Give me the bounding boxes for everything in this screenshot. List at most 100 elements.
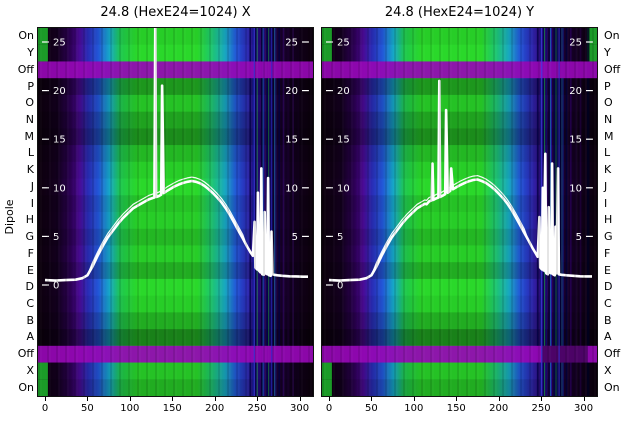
noise-stripe bbox=[569, 28, 572, 396]
y-tick-label: 20 bbox=[285, 86, 298, 97]
corner-green-sliver bbox=[587, 44, 597, 62]
row-shade bbox=[38, 111, 313, 129]
signal-curve-secondary bbox=[328, 175, 592, 282]
row-shade bbox=[322, 195, 597, 212]
off-band bbox=[38, 345, 313, 363]
y-tick-label: 5 bbox=[576, 232, 582, 243]
x-tick-mark bbox=[371, 397, 373, 401]
row-shade bbox=[322, 245, 597, 263]
row-shade bbox=[38, 262, 313, 279]
x-tick-mark bbox=[129, 397, 131, 401]
x-tick-mark bbox=[45, 397, 46, 401]
panel-title-x: 24.8 (HexE24=1024) X bbox=[100, 5, 251, 20]
y-tick-label: 15 bbox=[285, 135, 298, 146]
dipole-label-right: A bbox=[604, 330, 612, 344]
dipole-label-left: H bbox=[25, 213, 34, 227]
x-tick-label: 0 bbox=[325, 403, 333, 414]
x-tick-label: 250 bbox=[531, 403, 551, 414]
dipole-label-right: H bbox=[604, 213, 613, 227]
y-tick-label: 10 bbox=[569, 183, 582, 194]
dipole-label-left: D bbox=[25, 280, 34, 294]
noise-stripe bbox=[559, 28, 562, 396]
corner-green-sliver bbox=[322, 362, 332, 380]
full-height-stripe bbox=[271, 28, 273, 396]
y-tick-label: 25 bbox=[285, 38, 298, 49]
row-shade bbox=[38, 245, 313, 263]
row-shade bbox=[38, 329, 313, 346]
noise-stripe bbox=[269, 28, 271, 396]
corner-green-sliver bbox=[322, 44, 332, 62]
x-tick-mark bbox=[214, 397, 216, 401]
row-shade bbox=[322, 94, 597, 112]
dipole-label-right: O bbox=[604, 96, 613, 110]
dipole-label-right: D bbox=[604, 280, 613, 294]
dipole-label-right: Y bbox=[604, 46, 611, 60]
noise-stripe bbox=[271, 28, 274, 396]
heatmap-panel-y: 25 20 15 10 5 0 25 20 15 10 5 bbox=[321, 27, 598, 397]
dipole-label-right: On bbox=[604, 29, 620, 43]
dipole-label-right: F bbox=[604, 246, 611, 260]
noise-stripe bbox=[579, 28, 582, 396]
dipole-label-left: J bbox=[30, 179, 34, 193]
y-tick-label: 20 bbox=[337, 86, 350, 97]
row-shade bbox=[38, 362, 313, 380]
dipole-label-right: P bbox=[604, 79, 611, 93]
noise-stripe bbox=[254, 28, 258, 396]
off-band bbox=[322, 61, 597, 79]
signal-curve bbox=[328, 79, 592, 282]
corner-green-sliver bbox=[322, 28, 332, 45]
dipole-label-right: J bbox=[604, 179, 608, 193]
noise-stripe bbox=[252, 28, 254, 396]
x-tick-mark bbox=[456, 397, 458, 401]
heatmap-svg: 25 20 15 10 5 0 25 20 15 10 5 bbox=[37, 27, 314, 397]
row-shade bbox=[38, 161, 313, 179]
dipole-label-left: K bbox=[26, 163, 34, 177]
dipole-label-left: I bbox=[30, 196, 34, 210]
x-tick-mark bbox=[541, 397, 543, 401]
row-shade bbox=[38, 195, 313, 212]
y-tick-label: 0 bbox=[53, 281, 59, 292]
x-tick-mark bbox=[172, 397, 174, 401]
row-shade bbox=[322, 295, 597, 313]
dipole-label-right: L bbox=[604, 146, 611, 160]
dipole-label-left: F bbox=[27, 246, 34, 260]
dipole-label-left: A bbox=[26, 330, 34, 344]
corner-green-sliver bbox=[38, 44, 48, 62]
row-shade bbox=[322, 362, 597, 380]
noise-stripe bbox=[574, 28, 577, 396]
x-tick-label: 150 bbox=[446, 403, 466, 414]
dipole-label-left: E bbox=[27, 263, 34, 277]
row-shade bbox=[38, 379, 313, 396]
x-tick-mark bbox=[329, 397, 330, 401]
x-tick-label: 250 bbox=[247, 403, 267, 414]
row-shade bbox=[322, 312, 597, 330]
full-height-stripe bbox=[253, 28, 255, 396]
row-shade bbox=[322, 28, 597, 45]
signal-curve-secondary bbox=[44, 176, 308, 282]
x-tick-label: 300 bbox=[573, 403, 594, 414]
row-shade bbox=[322, 78, 597, 95]
heatmap-svg: 25 20 15 10 5 0 25 20 15 10 5 bbox=[321, 27, 598, 397]
y-tick-label: 15 bbox=[53, 135, 66, 146]
dipole-label-right: Off bbox=[604, 347, 621, 361]
heatmap-panel-x: 25 20 15 10 5 0 25 20 15 10 5 bbox=[37, 27, 314, 397]
dipole-label-right: B bbox=[604, 313, 612, 327]
row-shade bbox=[38, 94, 313, 112]
off-band bbox=[322, 345, 597, 363]
row-shade bbox=[38, 128, 313, 146]
x-tick-label: 150 bbox=[162, 403, 182, 414]
x-tick-mark bbox=[299, 397, 301, 401]
dipole-label-right: M bbox=[604, 129, 614, 143]
y-tick-label: 5 bbox=[337, 232, 343, 243]
row-shade bbox=[38, 145, 313, 162]
noise-stripe bbox=[262, 28, 264, 396]
off-band bbox=[38, 61, 313, 79]
noise-stripe bbox=[287, 28, 290, 396]
dipole-label-left: O bbox=[25, 96, 34, 110]
dipole-label-left: On bbox=[18, 380, 34, 394]
y-tick-label: 10 bbox=[337, 183, 350, 194]
dipole-label-left: Off bbox=[17, 62, 34, 76]
row-shade bbox=[38, 312, 313, 330]
row-shade bbox=[38, 295, 313, 313]
